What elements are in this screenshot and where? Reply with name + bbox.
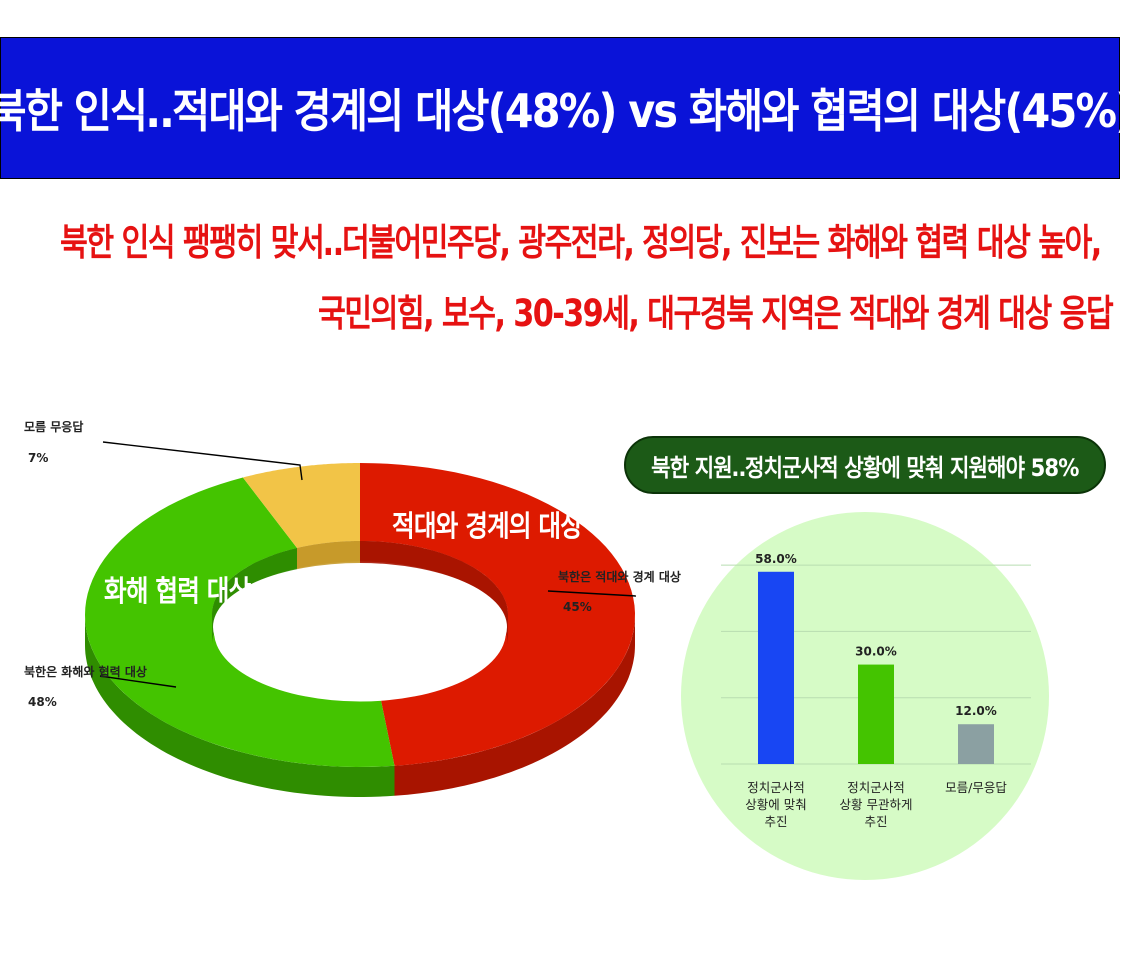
callout-peace-label: 북한은 화해와 협력 대상 <box>24 665 147 679</box>
slice-label-peace: 화해 협력 대상 <box>104 574 251 608</box>
donut-chart <box>85 441 637 797</box>
bar-category-label-0-0: 정치군사적 <box>747 780 805 795</box>
donut-slice-2 <box>242 463 360 548</box>
bar-value-label-1: 30.0% <box>855 645 897 659</box>
callout-hostile-value: 45% <box>563 600 592 614</box>
bar-category-label-2-0: 모름/무응답 <box>945 780 1007 795</box>
callout-unknown-label: 모름 무응답 <box>24 420 84 434</box>
bar-0 <box>758 571 794 764</box>
slice-label-hostile: 적대와 경계의 대상 <box>392 509 583 543</box>
bar-category-label-0-1: 상황에 맞춰 <box>745 797 806 812</box>
bar-category-label-1-0: 정치군사적 <box>847 780 905 795</box>
donut-hole-inner <box>213 563 507 691</box>
title-banner: 북한 인식‥적대와 경계의 대상(48%) vs 화해와 협력의 대상(45%) <box>0 37 1122 179</box>
page-title: 북한 인식‥적대와 경계의 대상(48%) vs 화해와 협력의 대상(45%) <box>0 84 1122 138</box>
callout-unknown-value: 7% <box>28 451 49 465</box>
bar-value-label-0: 58.0% <box>755 552 797 566</box>
callout-hostile-label: 북한은 적대와 경계 대상 <box>558 570 681 584</box>
slice-outer-wall-1 <box>85 615 395 797</box>
bar-chart-title: 북한 지원‥정치군사적 상황에 맞춰 지원해야 58% <box>651 453 1079 482</box>
bar-value-label-2: 12.0% <box>955 704 997 718</box>
bar-category-label-1-1: 상황 무관하게 <box>840 797 913 812</box>
bar-chart-title-pill: 북한 지원‥정치군사적 상황에 맞춰 지원해야 58% <box>624 436 1106 494</box>
bar-1 <box>858 664 894 764</box>
slice-inner-rim-1-0 <box>212 548 297 645</box>
slice-outer-wall-0 <box>394 615 635 796</box>
subtitle-line-2: 국민의힘, 보수, 30-39세, 대구경북 지역은 적대와 경계 대상 응답 … <box>318 292 1122 335</box>
bar-2 <box>958 724 994 764</box>
callout-leader-1 <box>547 590 637 597</box>
callout-leader-0 <box>102 441 303 481</box>
subtitle-line-1: 북한 인식 팽팽히 맞서‥더불어민주당, 광주전라, 정의당, 진보는 화해와 … <box>60 221 1102 264</box>
callout-peace-value: 48% <box>28 695 57 709</box>
bar-category-label-1-2: 추진 <box>864 814 887 829</box>
bar-category-label-0-2: 추진 <box>764 814 787 829</box>
callout-leader-2 <box>99 675 177 688</box>
